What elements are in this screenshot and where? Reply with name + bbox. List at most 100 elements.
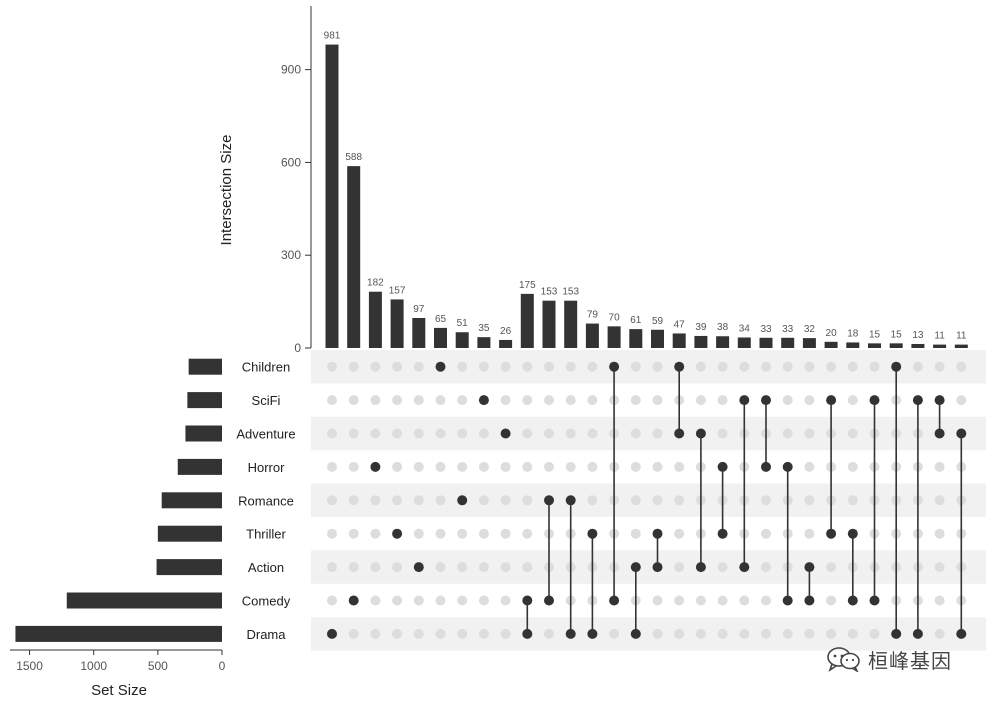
matrix-dot-active bbox=[739, 395, 750, 406]
matrix-dot-active bbox=[869, 595, 880, 606]
intersection-bar bbox=[781, 337, 795, 348]
matrix-dot-inactive bbox=[804, 428, 815, 439]
matrix-dot-inactive bbox=[782, 361, 793, 372]
matrix-dot-inactive bbox=[457, 428, 468, 439]
intersection-bar bbox=[824, 341, 838, 348]
intersection-bar bbox=[889, 343, 903, 348]
matrix-dot-inactive bbox=[413, 361, 424, 372]
matrix-dot-inactive bbox=[630, 461, 641, 472]
matrix-dot-inactive bbox=[804, 395, 815, 406]
intersection-bar bbox=[347, 166, 361, 348]
matrix-dot-inactive bbox=[826, 361, 837, 372]
matrix-dot-inactive bbox=[500, 495, 511, 506]
matrix-dot-inactive bbox=[761, 528, 771, 539]
matrix-dot-inactive bbox=[522, 495, 533, 506]
matrix-dot-inactive bbox=[392, 495, 403, 506]
matrix-dot-inactive bbox=[457, 395, 468, 406]
matrix-dot-inactive bbox=[652, 428, 663, 439]
matrix-dot-inactive bbox=[348, 395, 359, 406]
matrix-dot-inactive bbox=[370, 562, 381, 573]
intersection-value-label: 61 bbox=[630, 315, 642, 326]
matrix-dot-inactive bbox=[847, 495, 858, 506]
set-size-bar bbox=[177, 458, 222, 475]
matrix-dot-inactive bbox=[327, 562, 337, 573]
set-label: Comedy bbox=[242, 594, 291, 609]
intersection-bar bbox=[868, 343, 881, 348]
intersection-value-label: 33 bbox=[760, 324, 772, 335]
intersection-bar bbox=[694, 335, 708, 348]
set-label: Action bbox=[248, 560, 284, 575]
matrix-dot-active bbox=[609, 361, 620, 372]
matrix-dot-inactive bbox=[478, 428, 489, 439]
intersection-bar bbox=[651, 329, 664, 348]
matrix-dot-inactive bbox=[348, 495, 359, 506]
matrix-dot-inactive bbox=[435, 628, 446, 639]
matrix-dot-inactive bbox=[392, 361, 403, 372]
matrix-dot-inactive bbox=[847, 461, 858, 472]
set-label: Thriller bbox=[246, 527, 286, 542]
matrix-dot-active bbox=[782, 595, 793, 606]
matrix-dot-inactive bbox=[544, 461, 554, 472]
matrix-dot-active bbox=[674, 361, 685, 372]
matrix-dot-inactive bbox=[565, 428, 576, 439]
matrix-dot-inactive bbox=[370, 595, 381, 606]
matrix-dot-inactive bbox=[739, 595, 750, 606]
matrix-dot-inactive bbox=[826, 562, 837, 573]
y-tick-label: 0 bbox=[294, 341, 301, 355]
matrix-dot-inactive bbox=[804, 461, 815, 472]
matrix-dot-inactive bbox=[630, 361, 641, 372]
matrix-dot-active bbox=[891, 361, 902, 372]
matrix-dot-inactive bbox=[435, 528, 446, 539]
matrix-dot-inactive bbox=[652, 395, 663, 406]
intersection-bar bbox=[520, 293, 534, 348]
matrix-dot-inactive bbox=[674, 595, 685, 606]
matrix-dot-inactive bbox=[457, 562, 468, 573]
intersection-bar bbox=[737, 337, 751, 348]
matrix-dot-inactive bbox=[413, 628, 424, 639]
set-size-tick-label: 1500 bbox=[16, 659, 43, 673]
intersection-bar bbox=[607, 326, 621, 348]
matrix-dot-active bbox=[392, 528, 403, 539]
matrix-dot-inactive bbox=[435, 461, 446, 472]
set-label: Drama bbox=[246, 627, 286, 642]
intersection-value-label: 588 bbox=[345, 152, 362, 163]
set-size-bar bbox=[156, 559, 222, 576]
matrix-dot-inactive bbox=[413, 495, 424, 506]
matrix-dot-inactive bbox=[674, 628, 685, 639]
set-size-bar bbox=[15, 625, 223, 642]
set-size-bar bbox=[157, 525, 222, 542]
matrix-dot-inactive bbox=[782, 628, 793, 639]
matrix-dot-inactive bbox=[500, 595, 511, 606]
matrix-dot-inactive bbox=[478, 628, 489, 639]
set-size-tick-label: 1000 bbox=[80, 659, 107, 673]
matrix-dot-inactive bbox=[327, 528, 337, 539]
matrix-dot-inactive bbox=[695, 595, 706, 606]
set-size-bar bbox=[187, 392, 222, 409]
matrix-dot-inactive bbox=[630, 428, 641, 439]
matrix-dot-inactive bbox=[804, 361, 815, 372]
matrix-dot-inactive bbox=[674, 461, 685, 472]
intersection-value-label: 97 bbox=[413, 304, 425, 315]
set-label: Children bbox=[242, 360, 290, 375]
matrix-dot-inactive bbox=[348, 361, 359, 372]
matrix-dot-inactive bbox=[934, 461, 945, 472]
intersection-value-label: 20 bbox=[826, 328, 838, 339]
matrix-dot-inactive bbox=[934, 628, 945, 639]
matrix-dot-inactive bbox=[435, 495, 446, 506]
intersection-bar bbox=[672, 333, 686, 348]
intersection-value-label: 33 bbox=[782, 324, 794, 335]
matrix-dot-inactive bbox=[912, 361, 923, 372]
matrix-dot-active bbox=[522, 595, 533, 606]
matrix-dot-inactive bbox=[934, 495, 945, 506]
matrix-dot-inactive bbox=[348, 461, 359, 472]
matrix-dot-active bbox=[782, 461, 793, 472]
intersection-bar bbox=[802, 338, 816, 348]
matrix-dot-inactive bbox=[370, 628, 381, 639]
matrix-dot-active bbox=[544, 595, 554, 606]
intersection-bar bbox=[585, 323, 599, 348]
matrix-dot-inactive bbox=[457, 628, 468, 639]
matrix-dot-active bbox=[630, 628, 641, 639]
matrix-dot-inactive bbox=[327, 361, 337, 372]
intersection-value-label: 51 bbox=[457, 318, 469, 329]
